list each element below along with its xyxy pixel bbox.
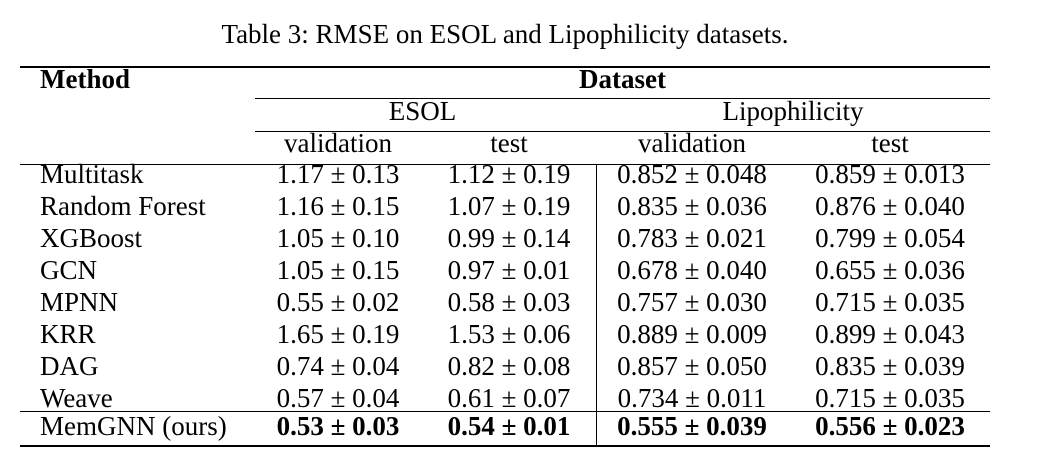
value-cell: 1.53 ± 0.06 bbox=[447, 319, 571, 349]
value-cell: 0.678 ± 0.040 bbox=[617, 255, 767, 285]
value-cell: 0.835 ± 0.039 bbox=[815, 351, 965, 381]
dataset-group-header: Lipophilicity bbox=[722, 96, 864, 126]
column-divider bbox=[596, 164, 597, 445]
value-cell: 1.05 ± 0.15 bbox=[276, 255, 400, 285]
method-header: Method bbox=[40, 64, 130, 94]
method-cell: Random Forest bbox=[40, 191, 206, 221]
value-cell: 0.857 ± 0.050 bbox=[617, 351, 767, 381]
group-rule bbox=[255, 98, 990, 99]
subcolumn-header: test bbox=[490, 128, 528, 158]
method-cell: Weave bbox=[40, 383, 113, 413]
value-cell: 0.715 ± 0.035 bbox=[815, 287, 965, 317]
body-rule bbox=[20, 411, 990, 412]
value-cell: 0.58 ± 0.03 bbox=[447, 287, 571, 317]
method-cell: Multitask bbox=[40, 159, 144, 189]
value-cell: 0.53 ± 0.03 bbox=[276, 411, 400, 441]
dataset-group-header: ESOL bbox=[388, 96, 457, 126]
value-cell: 0.715 ± 0.035 bbox=[815, 383, 965, 413]
value-cell: 1.05 ± 0.10 bbox=[276, 223, 400, 253]
value-cell: 0.99 ± 0.14 bbox=[447, 223, 571, 253]
value-cell: 0.54 ± 0.01 bbox=[447, 411, 571, 441]
subheader-rule bbox=[255, 131, 990, 132]
value-cell: 0.757 ± 0.030 bbox=[617, 287, 767, 317]
value-cell: 1.65 ± 0.19 bbox=[276, 319, 400, 349]
subcolumn-header: test bbox=[871, 128, 909, 158]
value-cell: 0.55 ± 0.02 bbox=[276, 287, 400, 317]
value-cell: 0.852 ± 0.048 bbox=[617, 159, 767, 189]
subcolumn-header: validation bbox=[638, 128, 746, 158]
subcolumn-header: validation bbox=[284, 128, 392, 158]
value-cell: 0.783 ± 0.021 bbox=[617, 223, 767, 253]
value-cell: 0.57 ± 0.04 bbox=[276, 383, 400, 413]
method-cell: MPNN bbox=[40, 287, 119, 317]
value-cell: 0.61 ± 0.07 bbox=[447, 383, 571, 413]
value-cell: 0.876 ± 0.040 bbox=[815, 191, 965, 221]
value-cell: 0.556 ± 0.023 bbox=[815, 411, 965, 441]
value-cell: 0.734 ± 0.011 bbox=[617, 383, 767, 413]
value-cell: 0.859 ± 0.013 bbox=[815, 159, 965, 189]
value-cell: 0.899 ± 0.043 bbox=[815, 319, 965, 349]
value-cell: 0.555 ± 0.039 bbox=[617, 411, 767, 441]
method-cell: KRR bbox=[40, 319, 96, 349]
method-cell: MemGNN (ours) bbox=[40, 411, 227, 441]
value-cell: 0.835 ± 0.036 bbox=[617, 191, 767, 221]
value-cell: 1.07 ± 0.19 bbox=[447, 191, 571, 221]
value-cell: 1.17 ± 0.13 bbox=[276, 159, 400, 189]
value-cell: 1.12 ± 0.19 bbox=[447, 159, 571, 189]
table-caption: Table 3: RMSE on ESOL and Lipophilicity … bbox=[221, 19, 789, 49]
method-cell: GCN bbox=[40, 255, 98, 285]
value-cell: 0.889 ± 0.009 bbox=[617, 319, 767, 349]
value-cell: 0.799 ± 0.054 bbox=[815, 223, 965, 253]
method-cell: XGBoost bbox=[40, 223, 143, 253]
top-rule bbox=[20, 66, 990, 68]
value-cell: 0.74 ± 0.04 bbox=[276, 351, 400, 381]
dataset-header: Dataset bbox=[579, 64, 666, 94]
value-cell: 0.655 ± 0.036 bbox=[815, 255, 965, 285]
method-cell: DAG bbox=[40, 351, 99, 381]
value-cell: 1.16 ± 0.15 bbox=[276, 191, 400, 221]
value-cell: 0.97 ± 0.01 bbox=[447, 255, 571, 285]
value-cell: 0.82 ± 0.08 bbox=[447, 351, 571, 381]
bottom-rule bbox=[20, 445, 990, 447]
header-rule bbox=[20, 164, 990, 165]
